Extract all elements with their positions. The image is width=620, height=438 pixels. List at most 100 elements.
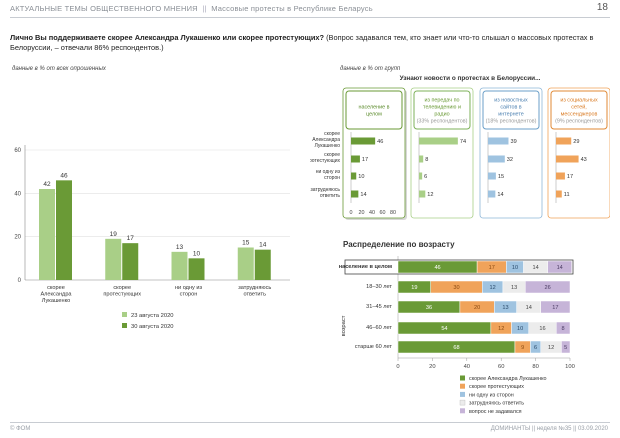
x-tick-label: 20 (429, 364, 435, 370)
panel-header-box (345, 90, 403, 130)
segment-value-label: 9 (521, 345, 524, 351)
panel-header-box (413, 90, 471, 130)
segment-value-label: 8 (562, 326, 565, 332)
panel-header-label: из социальных сетей, мессенджеров (9% респо… (555, 98, 603, 125)
segment-value-label: 26 (545, 285, 551, 291)
bar (351, 155, 360, 163)
segment-value-label: 20 (474, 305, 480, 311)
bar (351, 137, 376, 145)
segment-value-label: 17 (489, 265, 495, 271)
bar-value-label: 17 (362, 157, 368, 163)
page-footer: © ФОМ ДОМИНАНТЫ || неделя №35 || 03.09.2… (0, 422, 620, 438)
legend-swatch (460, 375, 465, 381)
y-tick-label: 20 (14, 235, 21, 241)
age-row-label: 31–45 лет (366, 304, 392, 310)
bar-value-label: 15 (242, 240, 250, 247)
note-left: данные в % от всех опрошенных (12, 66, 106, 72)
y-tick-label: 60 (14, 148, 21, 154)
bar (56, 180, 72, 280)
bar-value-label: 39 (510, 139, 516, 145)
segment-value-label: 36 (426, 305, 432, 311)
page-number: 18 (596, 2, 608, 13)
x-tick-label: 100 (565, 364, 575, 370)
legend-label: 30 августа 2020 (131, 324, 174, 330)
segment-value-label: 68 (453, 345, 459, 351)
segment-value-label: 14 (557, 265, 563, 271)
panel-header-box (550, 90, 608, 130)
legend-swatch (460, 408, 465, 414)
legend-label: скорее Александра Лукашенко (469, 376, 547, 382)
segment-value-label: 14 (526, 305, 532, 311)
x-tick-label: 60 (380, 210, 386, 216)
row-label: затрудняюсь ответить (310, 187, 340, 199)
overall-bar-chart: 0 20 40 60 42 46 скорее Александра Лукашенко 19 17… (14, 145, 290, 330)
bar-value-label: 14 (259, 242, 267, 249)
segment (525, 280, 571, 294)
header-separator: || (202, 4, 207, 13)
legend-label: вопрос не задавался (469, 409, 522, 415)
age-distribution-chart: Распределение по возрасту 0 20 40 60 80 100 нас… (339, 240, 575, 415)
bar (556, 155, 579, 163)
bar-value-label: 42 (43, 181, 51, 188)
segment-value-label: 30 (453, 285, 459, 291)
header-text: АКТУАЛЬНЫЕ ТЕМЫ ОБЩЕСТВЕННОГО МНЕНИЯ || … (10, 4, 373, 13)
segment-value-label: 13 (502, 305, 508, 311)
bar-value-label: 74 (460, 139, 466, 145)
x-tick-label: 80 (532, 364, 538, 370)
segment-value-label: 46 (434, 265, 440, 271)
segment-value-label: 14 (532, 265, 538, 271)
bar (419, 155, 424, 163)
bar (556, 172, 565, 180)
legend-swatch (122, 312, 127, 317)
header-topic: Массовые протесты в Республике Беларусь (211, 4, 373, 13)
segment-value-label: 12 (498, 326, 504, 332)
bar (419, 172, 423, 180)
bar (171, 251, 188, 280)
bar (351, 190, 359, 198)
bar (351, 172, 357, 180)
x-tick-label: 0 (396, 364, 399, 370)
segment (561, 340, 571, 354)
legend-swatch (459, 399, 466, 406)
news-source-chart: Узнают новости о протестах в Белоруссии.… (310, 75, 610, 220)
category-label: скорее Александра Лукашенко (40, 285, 72, 304)
x-tick-label: 80 (390, 210, 396, 216)
segment-value-label: 5 (564, 345, 567, 351)
bar-value-label: 11 (564, 192, 570, 198)
segment-value-label: 13 (511, 285, 517, 291)
bar (488, 155, 505, 163)
bar-value-label: 14 (497, 192, 503, 198)
segment (555, 321, 571, 335)
header-divider (10, 17, 610, 18)
segment-value-label: 17 (552, 305, 558, 311)
segment-value-label: 10 (512, 265, 518, 271)
footer-divider (10, 422, 610, 423)
segment-value-label: 12 (489, 285, 495, 291)
note-right: данные в % от групп (340, 66, 401, 72)
chart-title: Распределение по возрасту (343, 240, 455, 249)
x-tick-label: 40 (464, 364, 470, 370)
bar (39, 189, 55, 280)
y-axis-label: возраст (341, 315, 347, 336)
bar (488, 172, 496, 180)
bar (488, 190, 496, 198)
y-tick-label: 40 (14, 191, 21, 197)
legend-swatch (460, 383, 465, 389)
question-rest: (Вопрос задавался тем, кто знает или что… (10, 33, 594, 52)
bar-value-label: 10 (193, 250, 201, 257)
category-label: ни одну из сторон (175, 285, 203, 298)
footer-copyright: © ФОМ (10, 426, 31, 432)
panel-header-label: население в целом (359, 105, 390, 118)
header-section: АКТУАЛЬНЫЕ ТЕМЫ ОБЩЕСТВЕННОГО МНЕНИЯ (10, 4, 198, 13)
legend-label: 23 августа 2020 (131, 313, 174, 319)
bar-value-label: 46 (60, 172, 68, 179)
bar-value-label: 8 (425, 157, 428, 163)
bar (188, 258, 205, 280)
bar (105, 238, 122, 280)
bar-value-label: 32 (507, 157, 513, 163)
segment-value-label: 12 (548, 345, 554, 351)
segment-value-label: 10 (517, 326, 523, 332)
bar (254, 249, 271, 280)
bar-value-label: 10 (358, 174, 364, 180)
